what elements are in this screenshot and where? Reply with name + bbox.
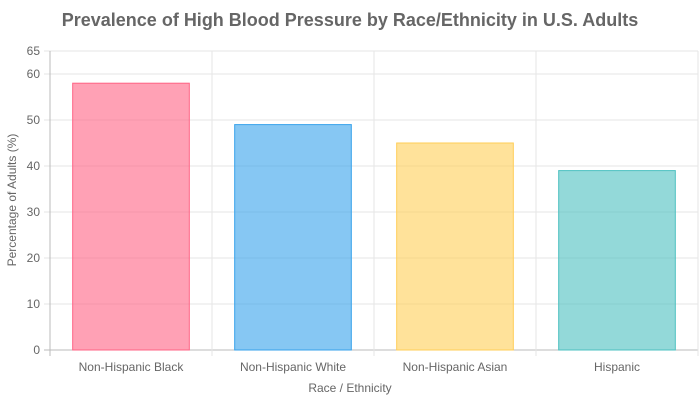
x-tick-label: Non-Hispanic Asian	[403, 360, 508, 374]
y-tick-label: 60	[27, 67, 41, 81]
x-axis-ticks: Non-Hispanic Black Non-Hispanic White Non-…	[79, 360, 640, 374]
x-tick-label: Non-Hispanic White	[240, 360, 346, 374]
x-tick-label: Non-Hispanic Black	[79, 360, 185, 374]
y-tick-label: 20	[27, 251, 41, 265]
y-tick-label: 0	[33, 343, 40, 357]
x-axis-label: Race / Ethnicity	[308, 381, 391, 395]
y-axis-label: Percentage of Adults (%)	[5, 134, 19, 267]
y-axis-ticks: 0 10 20 30 40 50 60 65	[27, 44, 41, 357]
bar-non-hispanic-black	[72, 82, 190, 351]
y-tick-label: 10	[27, 297, 41, 311]
bars	[72, 82, 676, 351]
y-tick-label: 40	[27, 159, 41, 173]
bar-non-hispanic-white	[234, 124, 352, 351]
chart-title: Prevalence of High Blood Pressure by Rac…	[62, 10, 638, 30]
y-tick-label: 30	[27, 205, 41, 219]
bar-hispanic	[558, 170, 676, 351]
y-tick-label: 65	[27, 44, 41, 58]
y-tick-label: 50	[27, 113, 41, 127]
bar-non-hispanic-asian	[396, 142, 514, 351]
x-tick-label: Hispanic	[594, 360, 640, 374]
